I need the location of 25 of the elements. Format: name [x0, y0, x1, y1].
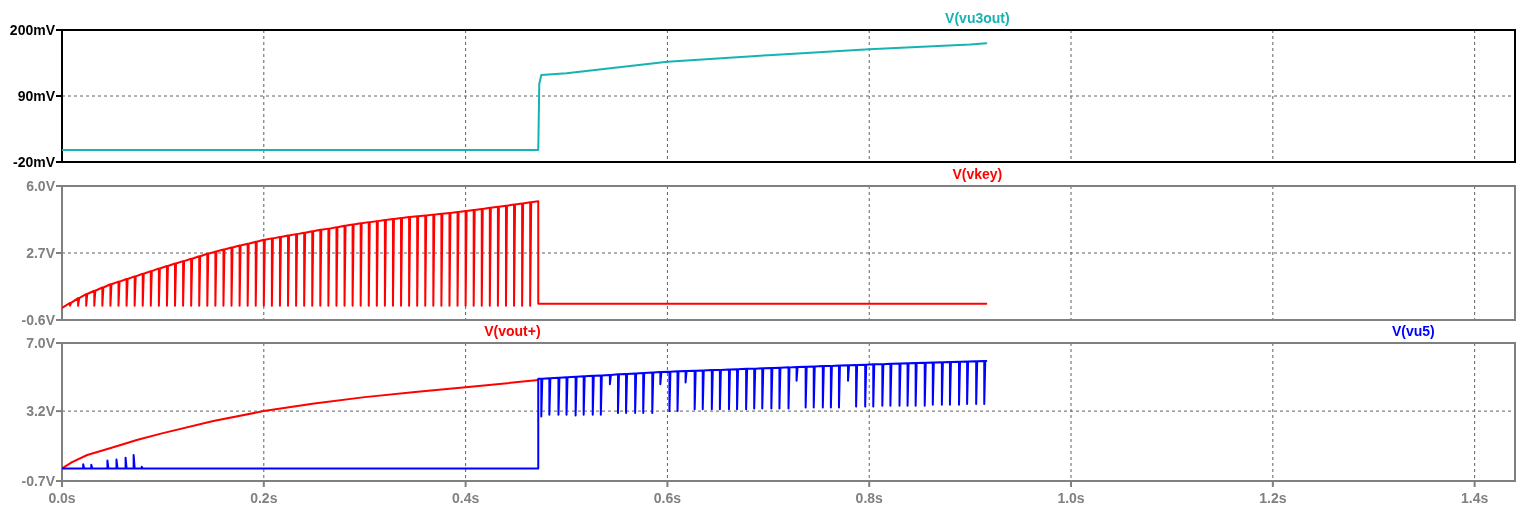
y-tick-label: -0.6V	[21, 311, 56, 328]
line-series	[62, 42, 988, 151]
text: V(vkey)	[952, 166, 1003, 182]
line-series	[62, 359, 988, 470]
x-tick-label: 0.0s	[48, 490, 76, 506]
y-tick-label: -0.7V	[21, 472, 56, 489]
y-tick-label: -20mV	[12, 153, 56, 170]
x-tick-label: 0.6s	[653, 490, 682, 506]
line-series	[62, 200, 988, 309]
y-tick-label: 3.2V	[26, 403, 56, 419]
text: V(vout+)	[484, 323, 541, 339]
x-tick-label: 0.8s	[855, 490, 884, 506]
x-tick-label: 1.2s	[1259, 490, 1287, 506]
y-tick-label: 2.7V	[26, 244, 56, 261]
series-label: V(vu3out)	[945, 10, 1010, 26]
x-tick-label: 0.2s	[250, 490, 278, 506]
x-tick-label: 1.0s	[1057, 490, 1085, 506]
x-tick-label: 1.4s	[1461, 490, 1489, 506]
text: V(vu5)	[1391, 323, 1435, 339]
y-tick-label: 90mV	[17, 87, 56, 104]
x-tick-label: 0.4s	[451, 490, 480, 506]
y-tick-label: 200mV	[9, 21, 56, 38]
line-series	[62, 379, 540, 470]
y-tick-label: 6.0V	[26, 177, 56, 194]
y-tick-label: 7.0V	[26, 334, 56, 351]
